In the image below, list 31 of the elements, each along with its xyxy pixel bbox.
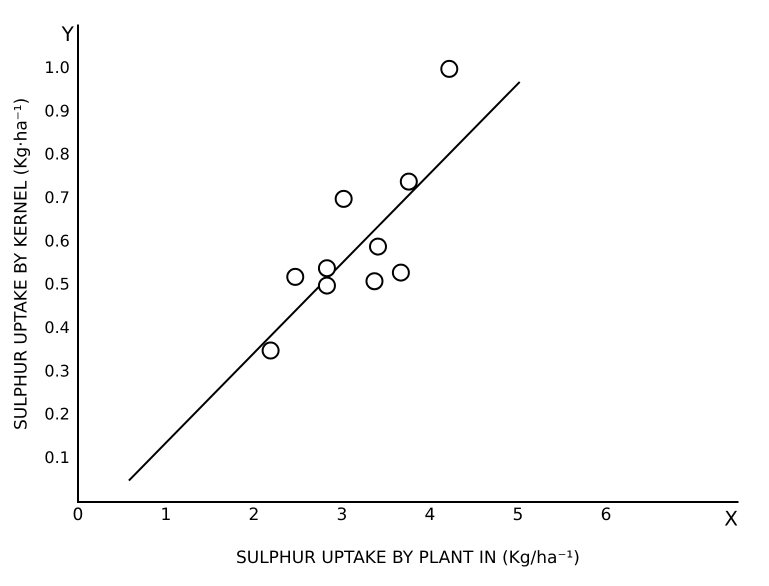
x-tick-label: 0 xyxy=(72,504,84,525)
point xyxy=(440,60,458,78)
point xyxy=(262,342,280,360)
point xyxy=(334,190,353,208)
point xyxy=(365,272,384,290)
point xyxy=(392,264,410,282)
y-tick-label: 1.0 xyxy=(44,58,70,78)
text: X xyxy=(724,506,738,530)
point xyxy=(286,268,304,286)
x-tick-label: 6 xyxy=(600,504,612,525)
x-tick-label: 2 xyxy=(248,504,260,525)
y-axis-title: SULPHUR UPTAKE BY KERNEL (Kg·ha⁻¹) xyxy=(12,98,32,430)
y-tick-label: 0.1 xyxy=(44,448,70,468)
y-tick-label: 0.5 xyxy=(44,274,70,294)
x-tick-label: 4 xyxy=(424,504,436,525)
x-tick-label: 1 xyxy=(160,504,172,525)
y-tick-label: 0.4 xyxy=(44,318,70,338)
x-axis-title: SULPHUR UPTAKE BY PLANT IN (Kg/ha⁻¹) xyxy=(236,548,580,568)
y-tick-label: 0.2 xyxy=(44,404,70,424)
point xyxy=(368,238,387,256)
y-tick-label: 0.6 xyxy=(44,231,70,250)
y-tick-label: 0.7 xyxy=(44,188,70,208)
x-tick-label: 3 xyxy=(336,504,348,525)
point xyxy=(318,259,336,278)
y-tick-label: 0.9 xyxy=(44,101,70,120)
point xyxy=(318,276,336,295)
x-tick-label: 5 xyxy=(512,504,524,525)
text: Y xyxy=(60,22,75,46)
point xyxy=(400,172,418,191)
y-tick-label: 0.3 xyxy=(44,361,70,380)
y-tick-label: 0.8 xyxy=(44,144,70,164)
